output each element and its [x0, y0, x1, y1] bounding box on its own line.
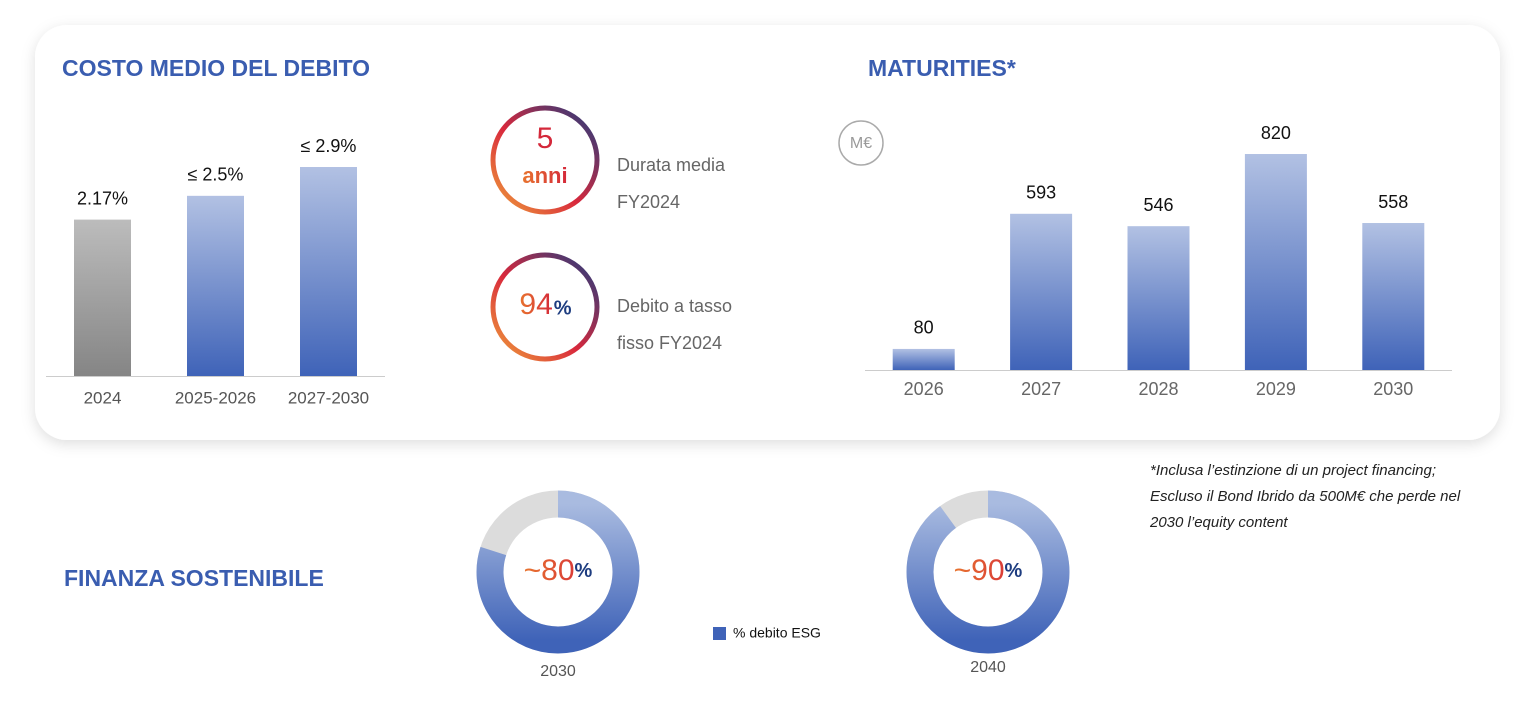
kpi-value: 5: [537, 122, 554, 155]
x-tick-label: 2030: [1373, 379, 1413, 399]
x-tick-label: 2024: [84, 388, 122, 407]
donut-arc: [906, 490, 1070, 654]
bar: [1244, 154, 1307, 370]
kpi-ring: [490, 105, 600, 215]
bar: [892, 348, 955, 370]
category-label: 2040: [970, 659, 1006, 676]
value-label: ≤ 2.9%: [301, 136, 357, 156]
kpi-label: Debito a tasso fisso FY2024: [617, 296, 733, 353]
footnote-line: *Inclusa l’estinzione di un project fina…: [1150, 462, 1437, 479]
x-tick-label: 2029: [1256, 379, 1296, 399]
value-label: ~80%: [524, 554, 593, 587]
value-label: 2.17%: [77, 188, 128, 208]
kpi-label: Durata media FY2024: [617, 155, 726, 212]
legend-swatch: [713, 627, 726, 640]
x-tick-label: 2026: [904, 379, 944, 399]
legend-label: % debito ESG: [733, 625, 821, 641]
value-label: 80: [914, 318, 934, 338]
bar: [1362, 223, 1425, 370]
chart-title: FINANZA SOSTENIBILE: [64, 565, 324, 591]
category-label: 2030: [540, 663, 576, 680]
donut-arc: [476, 490, 640, 654]
bar: [187, 195, 244, 376]
kpi-unit: %: [554, 297, 572, 319]
x-tick-label: 2027: [1021, 379, 1061, 399]
x-tick-label: 2025-2026: [175, 388, 256, 407]
value-label: ~90%: [954, 554, 1023, 587]
footnote: *Inclusa l’estinzione di un project fina…: [1150, 458, 1460, 536]
footnote-line: Escluso il Bond Ibrido da 500M€ che perd…: [1150, 488, 1461, 505]
chart-title: COSTO MEDIO DEL DEBITO: [62, 55, 370, 81]
chart-title: MATURITIES*: [868, 55, 1016, 81]
kpi-unit: anni: [522, 163, 567, 188]
x-tick-label: 2028: [1138, 379, 1178, 399]
bar: [300, 167, 357, 376]
value-label: 593: [1026, 183, 1056, 203]
value-label: 546: [1143, 195, 1173, 215]
unit-label: M€: [850, 135, 872, 152]
bar: [74, 219, 131, 376]
bar: [1127, 226, 1190, 370]
unit-badge: [838, 120, 884, 166]
kpi-ring: [490, 252, 600, 362]
bar: [1010, 213, 1073, 370]
kpi-value: 94: [519, 288, 552, 321]
footnote-line: 2030 l’equity content: [1150, 514, 1288, 531]
value-label: ≤ 2.5%: [188, 165, 244, 185]
value-label: 820: [1261, 123, 1291, 143]
x-tick-label: 2027-2030: [288, 388, 369, 407]
value-label: 558: [1378, 192, 1408, 212]
